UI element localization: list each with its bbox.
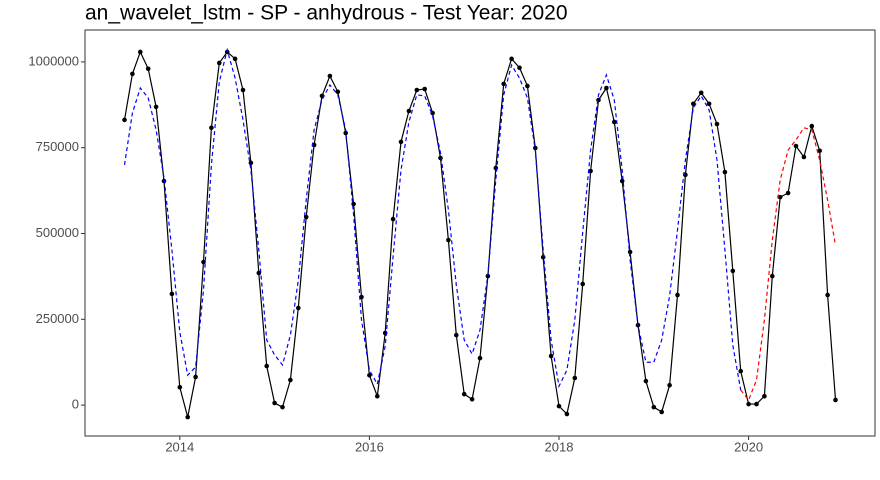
data-point: [256, 270, 262, 276]
data-point: [722, 169, 728, 175]
data-point: [367, 372, 372, 378]
data-point: [138, 49, 143, 55]
data-point: [414, 87, 420, 93]
data-point: [477, 355, 483, 361]
data-point: [375, 393, 380, 399]
data-point: [264, 363, 270, 369]
data-point: [770, 273, 775, 279]
data-point: [193, 374, 198, 380]
data-point: [248, 160, 254, 166]
data-point: [406, 108, 412, 114]
data-point: [706, 101, 712, 107]
series-line: [123, 50, 837, 418]
data-point: [754, 401, 759, 407]
data-point: [651, 404, 657, 410]
data-point: [801, 154, 807, 160]
data-point: [461, 391, 467, 397]
data-point: [343, 130, 349, 136]
data-point: [691, 101, 696, 107]
data-point: [145, 66, 151, 72]
data-point: [698, 90, 704, 96]
data-point: [296, 305, 301, 311]
data-point: [209, 125, 214, 131]
data-point: [714, 121, 720, 127]
x-tick-label: 2014: [165, 439, 194, 454]
data-point: [525, 83, 530, 89]
data-point: [390, 216, 396, 222]
data-point: [469, 396, 475, 402]
y-tick-label: 250000: [36, 311, 79, 326]
data-point: [588, 168, 593, 174]
data-point: [540, 254, 546, 260]
data-point: [785, 190, 791, 196]
data-point: [398, 139, 404, 145]
data-point: [675, 292, 680, 298]
panel-border: [84, 29, 876, 437]
data-point: [604, 85, 609, 91]
data-point: [612, 119, 617, 125]
y-tick-label: 0: [72, 397, 79, 412]
chart-title: an_wavelet_lstm - SP - anhydrous - Test …: [85, 2, 568, 25]
data-point: [548, 353, 554, 359]
data-point: [762, 393, 767, 399]
data-point: [217, 60, 222, 66]
data-point: [446, 237, 451, 243]
data-point: [232, 56, 238, 62]
data-point: [501, 81, 507, 87]
data-point: [777, 194, 783, 200]
data-point: [517, 65, 522, 71]
data-point: [130, 71, 135, 77]
data-point: [619, 178, 625, 184]
data-point: [122, 117, 127, 123]
data-point: [572, 375, 578, 381]
data-point: [185, 414, 190, 420]
data-point: [580, 281, 585, 287]
data-point: [509, 56, 514, 62]
data-point: [659, 409, 664, 415]
data-point: [351, 201, 356, 207]
x-tick-label: 2016: [355, 439, 384, 454]
data-point: [327, 73, 333, 79]
data-point: [533, 145, 538, 151]
data-point: [833, 397, 838, 403]
y-tick-label: 1000000: [28, 53, 79, 68]
data-point: [746, 401, 751, 407]
data-point: [643, 378, 649, 384]
data-point: [272, 400, 277, 406]
data-point: [817, 148, 822, 154]
series-line: [123, 47, 742, 391]
data-point: [177, 384, 183, 390]
x-tick-label: 2018: [545, 439, 574, 454]
data-point: [730, 268, 736, 274]
data-point: [438, 155, 443, 161]
x-tick-label: 2020: [734, 439, 763, 454]
data-point: [809, 123, 815, 129]
data-point: [667, 382, 672, 388]
data-point: [454, 332, 459, 338]
data-point: [422, 86, 428, 92]
data-point: [738, 368, 743, 374]
data-point: [240, 87, 246, 93]
y-tick-label: 750000: [36, 139, 79, 154]
data-point: [201, 259, 206, 265]
data-point: [280, 404, 285, 410]
data-point: [793, 143, 799, 149]
data-point: [596, 97, 601, 103]
data-point: [153, 104, 159, 110]
data-point: [564, 411, 570, 417]
data-point: [825, 292, 830, 298]
series-line: [740, 127, 837, 402]
data-point: [556, 403, 562, 409]
data-point: [169, 291, 175, 297]
data-point: [288, 377, 293, 383]
y-tick-label: 500000: [36, 225, 79, 240]
data-point: [335, 89, 341, 95]
